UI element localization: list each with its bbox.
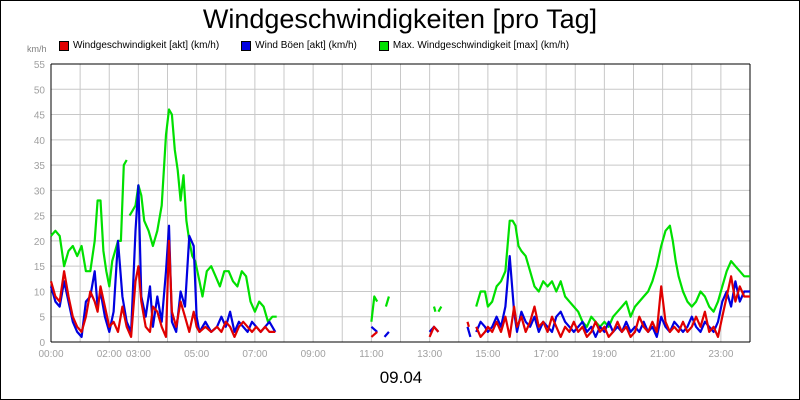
series-line-speed	[466, 321, 470, 328]
series-line-gusts	[466, 326, 472, 338]
y-tick-label: 20	[34, 237, 46, 248]
x-tick-label: 13:00	[417, 349, 442, 360]
x-axis-date-label: 09.04	[379, 368, 423, 387]
legend-label-gusts: Wind Böen [akt] (km/h)	[255, 40, 357, 51]
x-tick-label: 07:00	[242, 349, 267, 360]
series-line-max	[432, 306, 437, 312]
y-tick-label: 35	[34, 161, 46, 172]
y-tick-label: 25	[34, 212, 46, 223]
series-line-gusts	[383, 331, 390, 338]
series-line-max	[437, 306, 443, 313]
y-tick-label: 10	[34, 287, 46, 298]
y-tick-label: 0	[39, 338, 45, 349]
x-tick-label: 03:00	[126, 349, 151, 360]
series-line-max	[384, 296, 390, 307]
y-tick-label: 45	[34, 111, 46, 122]
series-line-gusts	[370, 325, 378, 333]
series-line-speed	[49, 239, 276, 338]
series-line-max	[475, 219, 750, 328]
x-tick-label: 05:00	[184, 349, 209, 360]
y-tick-label: 40	[34, 136, 46, 147]
legend-swatch-max	[378, 41, 389, 51]
chart-legend: Windgeschwindigkeit [akt] (km/h) Wind Bö…	[59, 39, 569, 53]
x-tick-label: 11:00	[359, 349, 384, 360]
y-tick-label: 5	[39, 313, 45, 324]
chart-title: Windgeschwindigkeiten [pro Tag]	[202, 4, 598, 34]
legend-item-gusts: Wind Böen [akt] (km/h)	[241, 39, 357, 53]
y-tick-label: 30	[34, 186, 46, 197]
legend-item-max: Max. Windgeschwindigkeit [max] (km/h)	[378, 39, 570, 53]
series-line-speed	[428, 325, 440, 338]
x-tick-label: 23:00	[708, 349, 733, 360]
y-tick-label: 55	[34, 60, 46, 71]
x-tick-label: 19:00	[592, 349, 617, 360]
x-tick-label: 00:00	[38, 349, 63, 360]
series-line-speed	[370, 331, 378, 338]
series-line-max	[50, 159, 128, 288]
legend-swatch-gusts	[241, 41, 252, 51]
x-tick-label: 09:00	[301, 349, 326, 360]
series-line-max	[370, 295, 379, 322]
y-tick-label: 15	[34, 262, 46, 273]
y-tick-label: 50	[34, 85, 46, 96]
y-axis-unit: km/h	[27, 44, 47, 54]
x-tick-label: 17:00	[534, 349, 559, 360]
x-tick-label: 15:00	[475, 349, 500, 360]
x-tick-label: 02:00	[97, 349, 122, 360]
legend-label-max: Max. Windgeschwindigkeit [max] (km/h)	[392, 40, 570, 51]
legend-swatch-speed	[59, 41, 69, 51]
x-tick-label: 21:00	[650, 349, 675, 360]
legend-label-speed: Windgeschwindigkeit [akt] (km/h)	[73, 40, 220, 51]
series-line-speed	[475, 275, 750, 338]
legend-item-speed: Windgeschwindigkeit [akt] (km/h)	[59, 39, 219, 53]
